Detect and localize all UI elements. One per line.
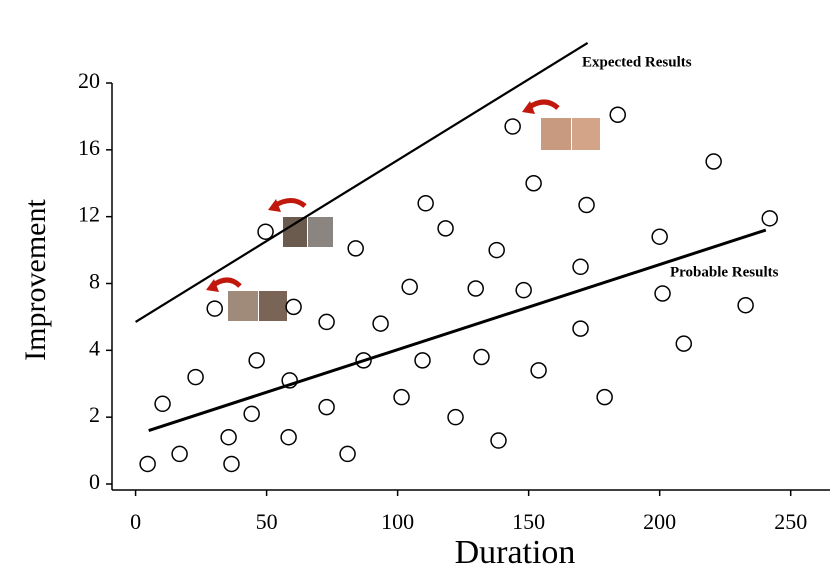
point <box>171 445 188 463</box>
point <box>467 280 484 297</box>
point <box>572 258 589 276</box>
point <box>705 153 722 170</box>
point <box>281 372 298 389</box>
point <box>393 388 410 406</box>
point <box>572 320 589 337</box>
x-tick-label: 150 <box>512 509 545 534</box>
point <box>223 455 240 473</box>
x-tick-label: 250 <box>774 509 807 534</box>
point <box>515 281 532 299</box>
point <box>248 352 265 369</box>
y-axis-label: Improvement <box>19 199 52 361</box>
point <box>339 445 356 463</box>
point <box>417 195 434 212</box>
point <box>490 432 507 449</box>
point <box>257 223 274 240</box>
y-tick-label: 0 <box>89 469 100 494</box>
point <box>578 196 595 214</box>
y-tick-label: 8 <box>89 269 100 294</box>
point <box>318 398 335 416</box>
point <box>488 241 505 259</box>
point <box>596 388 613 406</box>
arrow-head <box>268 199 281 212</box>
point <box>285 298 302 316</box>
point <box>206 300 223 317</box>
arrow-head <box>522 101 535 114</box>
y-tick-label: 20 <box>78 68 100 93</box>
photo <box>572 118 600 150</box>
x-tick-label: 100 <box>381 509 414 534</box>
x-tick-label: 200 <box>643 509 676 534</box>
line-annotation: Expected Results <box>582 54 692 70</box>
point <box>525 175 542 192</box>
point <box>243 405 260 423</box>
point <box>318 313 335 331</box>
photo <box>308 217 333 247</box>
point <box>447 408 464 426</box>
trend-line <box>148 228 767 432</box>
point <box>401 278 418 296</box>
y-tick-label: 16 <box>78 135 100 160</box>
point <box>220 428 237 446</box>
point <box>609 106 626 123</box>
trend-line <box>135 41 589 323</box>
y-tick-label: 12 <box>78 202 100 227</box>
arrow <box>272 198 307 209</box>
point <box>347 240 364 257</box>
y-tick-label: 4 <box>89 335 100 360</box>
photo <box>228 291 258 321</box>
point <box>187 368 204 386</box>
point <box>437 220 454 237</box>
point <box>675 335 693 352</box>
point <box>280 428 297 446</box>
x-tick-label: 0 <box>130 509 141 534</box>
point <box>473 348 490 366</box>
y-tick-label: 2 <box>89 402 100 427</box>
line-annotation: Probable Results <box>670 264 779 280</box>
point <box>654 285 671 302</box>
point <box>355 352 372 369</box>
point <box>651 228 668 245</box>
x-tick-label: 50 <box>256 509 278 534</box>
photo <box>541 118 571 150</box>
arrow-head <box>206 279 219 292</box>
point <box>154 395 171 413</box>
point <box>737 296 754 314</box>
point <box>530 362 547 379</box>
arrow <box>526 99 560 111</box>
photo <box>283 217 307 247</box>
point <box>761 210 778 227</box>
decorations <box>206 99 600 321</box>
x-axis-label: Duration <box>455 534 576 571</box>
photo <box>259 291 287 321</box>
point <box>372 315 389 332</box>
point <box>504 118 521 135</box>
point <box>139 455 156 473</box>
point <box>414 352 431 369</box>
